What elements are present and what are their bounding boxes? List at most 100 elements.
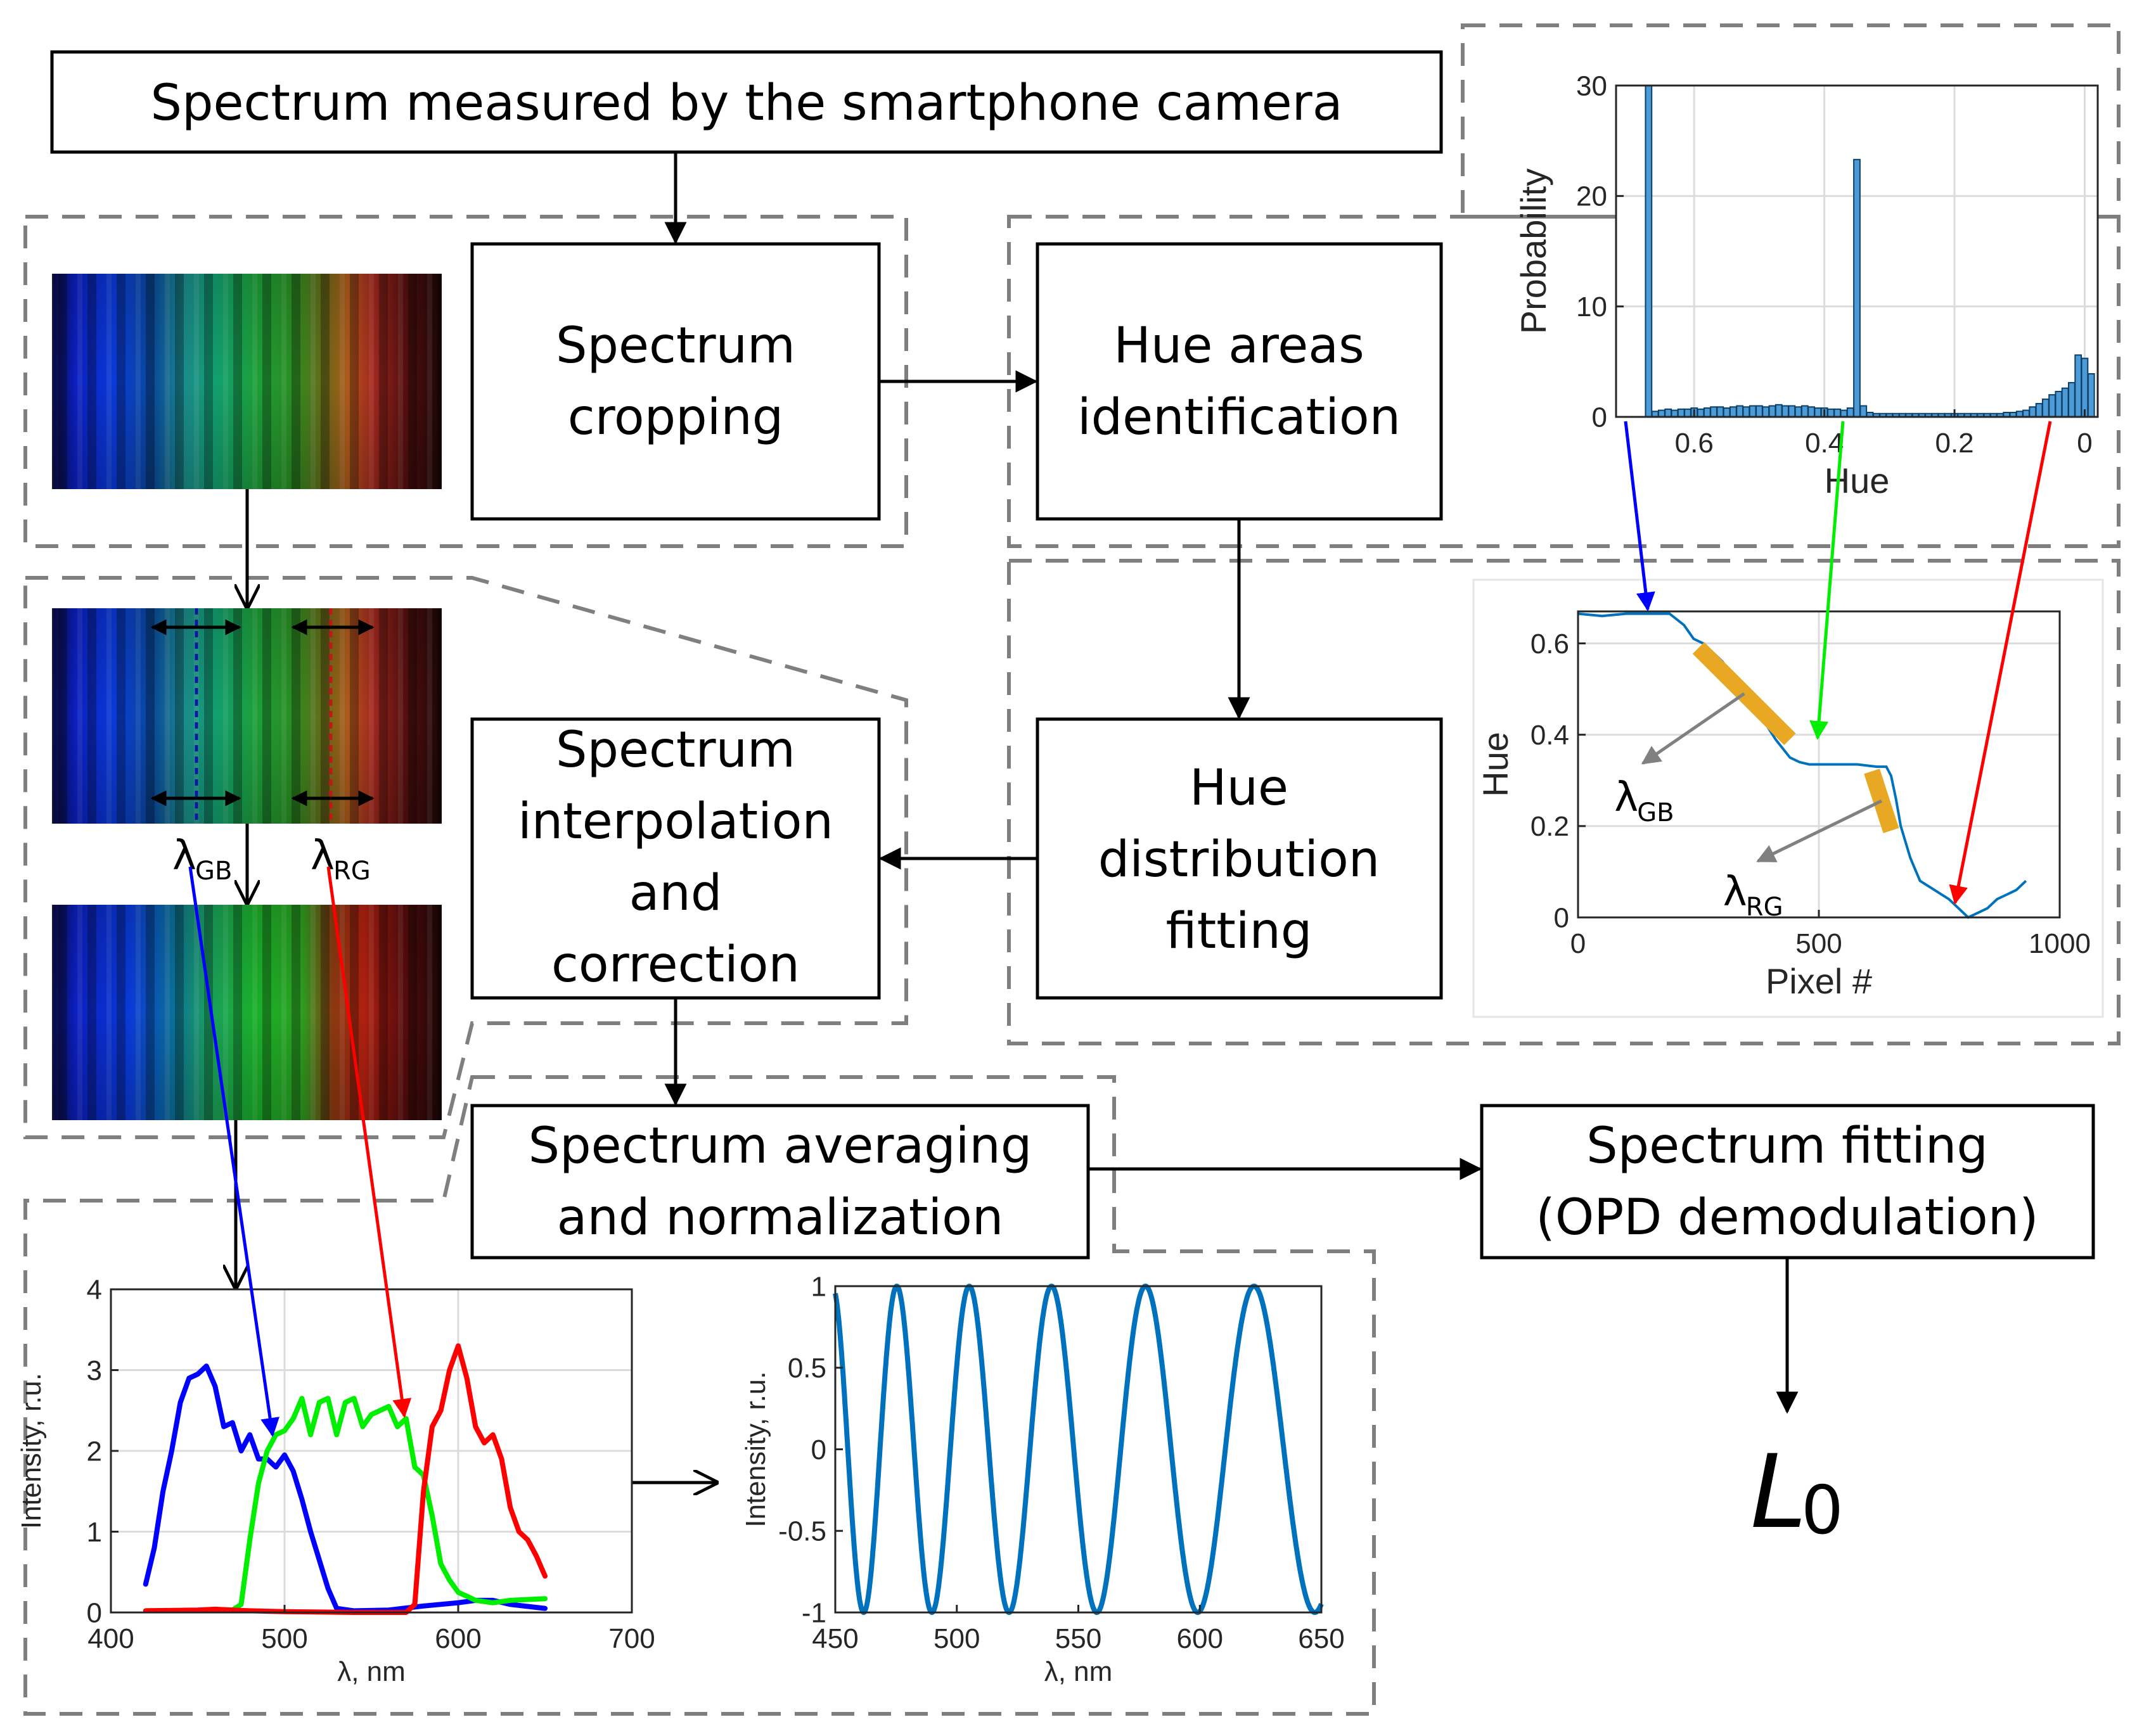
y-tick-label: 0 [811, 1434, 826, 1465]
histogram-bar [1710, 406, 1717, 418]
output-symbol: L 0 [1750, 1433, 1844, 1551]
y-axis-label: Hue [1475, 732, 1515, 797]
series-line-green [143, 1396, 548, 1614]
lambda-rg-symbol-left: λ [311, 833, 335, 879]
x-tick-label: 500 [1795, 928, 1842, 959]
series-line-blue [143, 1363, 548, 1614]
x-tick-label: 0 [1570, 928, 1586, 959]
histogram-bar [2041, 399, 2050, 418]
box-spectrum-fitting: Spectrum fitting (OPD demodulation) [1480, 1104, 2095, 1260]
x-tick-label: 1000 [2029, 928, 2091, 959]
histogram-bar [1788, 405, 1796, 418]
plot-series-group [833, 1284, 1324, 1615]
box-spectrum-measured-text: Spectrum measured by the smartphone came… [151, 75, 1343, 132]
y-axis-label: Probability [1513, 169, 1553, 334]
plot-frame [1615, 84, 2099, 418]
hue-curve [1577, 612, 2027, 919]
flow-arrows [236, 152, 1799, 1483]
gray-arrow-rg [1756, 799, 1882, 863]
box-interp-line-3: and [629, 865, 722, 922]
chart-rgb-spectra: 400 500 600 700 0 1 2 3 4 λ, nm Intensity, r.u. [16, 1274, 655, 1687]
histogram-bar [1749, 405, 1757, 418]
x-tick-label: 0.4 [1805, 428, 1844, 459]
spectrum-image-raw [52, 274, 442, 489]
histogram-bar [1800, 405, 1809, 418]
y-tick-label: 0 [1592, 402, 1607, 433]
x-tick-label: 450 [812, 1623, 858, 1654]
histogram-bar [1729, 406, 1737, 418]
histogram-bar [1736, 405, 1744, 418]
histogram-bar [1827, 408, 1835, 418]
x-tick-label: 400 [87, 1623, 134, 1654]
box-interp-line-2: interpolation [518, 793, 833, 850]
y-axis-label: Intensity, r.u. [16, 1373, 47, 1529]
box-hue-dist-line-2: distribution [1098, 831, 1380, 888]
x-tick-label: 500 [934, 1623, 980, 1654]
blue-arrow-image-to-plot [188, 866, 279, 1437]
box-spectrum-measured: Spectrum measured by the smartphone came… [50, 50, 1443, 154]
histogram-bar [1742, 406, 1750, 418]
histogram-bar [1671, 409, 1679, 418]
box-averaging-line-1: Spectrum averaging [529, 1118, 1032, 1175]
y-tick-label: 1 [87, 1517, 102, 1548]
x-tick-label: 600 [1177, 1623, 1223, 1654]
histogram-bar [1762, 406, 1770, 418]
gray-arrow-gb [1641, 692, 1745, 765]
y-tick-label: 2 [87, 1436, 102, 1467]
process-boxes: Spectrum measured by the smartphone came… [50, 50, 2095, 1260]
mapping-arrows [188, 421, 2052, 1437]
plot-area [835, 1286, 1321, 1612]
box-averaging: Spectrum averaging and normalization [470, 1104, 1090, 1260]
region-averaging [23, 1075, 1376, 1716]
histogram-bar [1833, 408, 1842, 418]
histogram-bar [1774, 404, 1783, 418]
cosine-series-line [833, 1284, 1324, 1615]
x-tick-label: 500 [261, 1623, 307, 1654]
x-axis-label: Pixel # [1766, 961, 1872, 1001]
box-cropping-line-2: cropping [568, 389, 784, 446]
box-hue-areas: Hue areas identification [1036, 242, 1443, 521]
histogram-bar [1677, 408, 1685, 418]
histogram-bar [2068, 381, 2076, 418]
histogram-bar [1794, 406, 1802, 418]
histogram-bar [2035, 403, 2043, 418]
red-arrow-image-to-plot [326, 866, 412, 1418]
output-symbol-sub: 0 [1801, 1472, 1844, 1549]
blue-arrow-hist-to-hue [1624, 421, 1655, 611]
histogram-bar [2048, 394, 2056, 418]
histogram-bar [2029, 406, 2037, 418]
region-hue-distribution [1007, 559, 2121, 1045]
x-tick-label: 650 [1298, 1623, 1344, 1654]
region-hue-histogram [1461, 23, 2121, 219]
histogram-bar [2087, 373, 2095, 418]
box-averaging-line-2: and normalization [557, 1189, 1004, 1246]
box-hue-areas-line-1: Hue areas [1113, 317, 1364, 374]
histogram-bar [2055, 390, 2063, 418]
histogram-bar [1814, 407, 1822, 418]
spectrum-image-corrected [52, 905, 442, 1120]
y-tick-label: 0 [87, 1597, 102, 1628]
chart-hue-histogram: 0.6 0.4 0.2 0 0 10 20 30 Hue Probability [1513, 70, 2099, 501]
lambda-gb-sub-left: GB [195, 857, 232, 886]
lambda-gb-symbol-left: λ [172, 833, 196, 879]
region-interpolation [23, 576, 908, 1139]
y-tick-label: 4 [87, 1274, 102, 1305]
y-axis-label: Intensity, r.u. [740, 1371, 771, 1527]
histogram-bar [1853, 158, 1861, 418]
y-tick-label: 0.4 [1531, 720, 1569, 751]
box-hue-areas-line-2: identification [1077, 389, 1401, 446]
y-tick-label: 3 [87, 1355, 102, 1386]
histogram-bar [1807, 406, 1815, 418]
lambda-rg-label-left: λ RG [311, 833, 371, 886]
y-tick-label: -0.5 [778, 1516, 826, 1547]
y-tick-label: 20 [1576, 181, 1607, 212]
y-tick-label: 10 [1576, 291, 1607, 322]
histogram-bar [1781, 405, 1789, 418]
histogram-bar [2061, 387, 2069, 418]
y-tick-label: 0 [1554, 902, 1569, 933]
lambda-rg-symbol-right: λ [1723, 869, 1747, 916]
x-axis-label: λ, nm [337, 1656, 406, 1687]
output-symbol-main: L [1750, 1433, 1807, 1551]
